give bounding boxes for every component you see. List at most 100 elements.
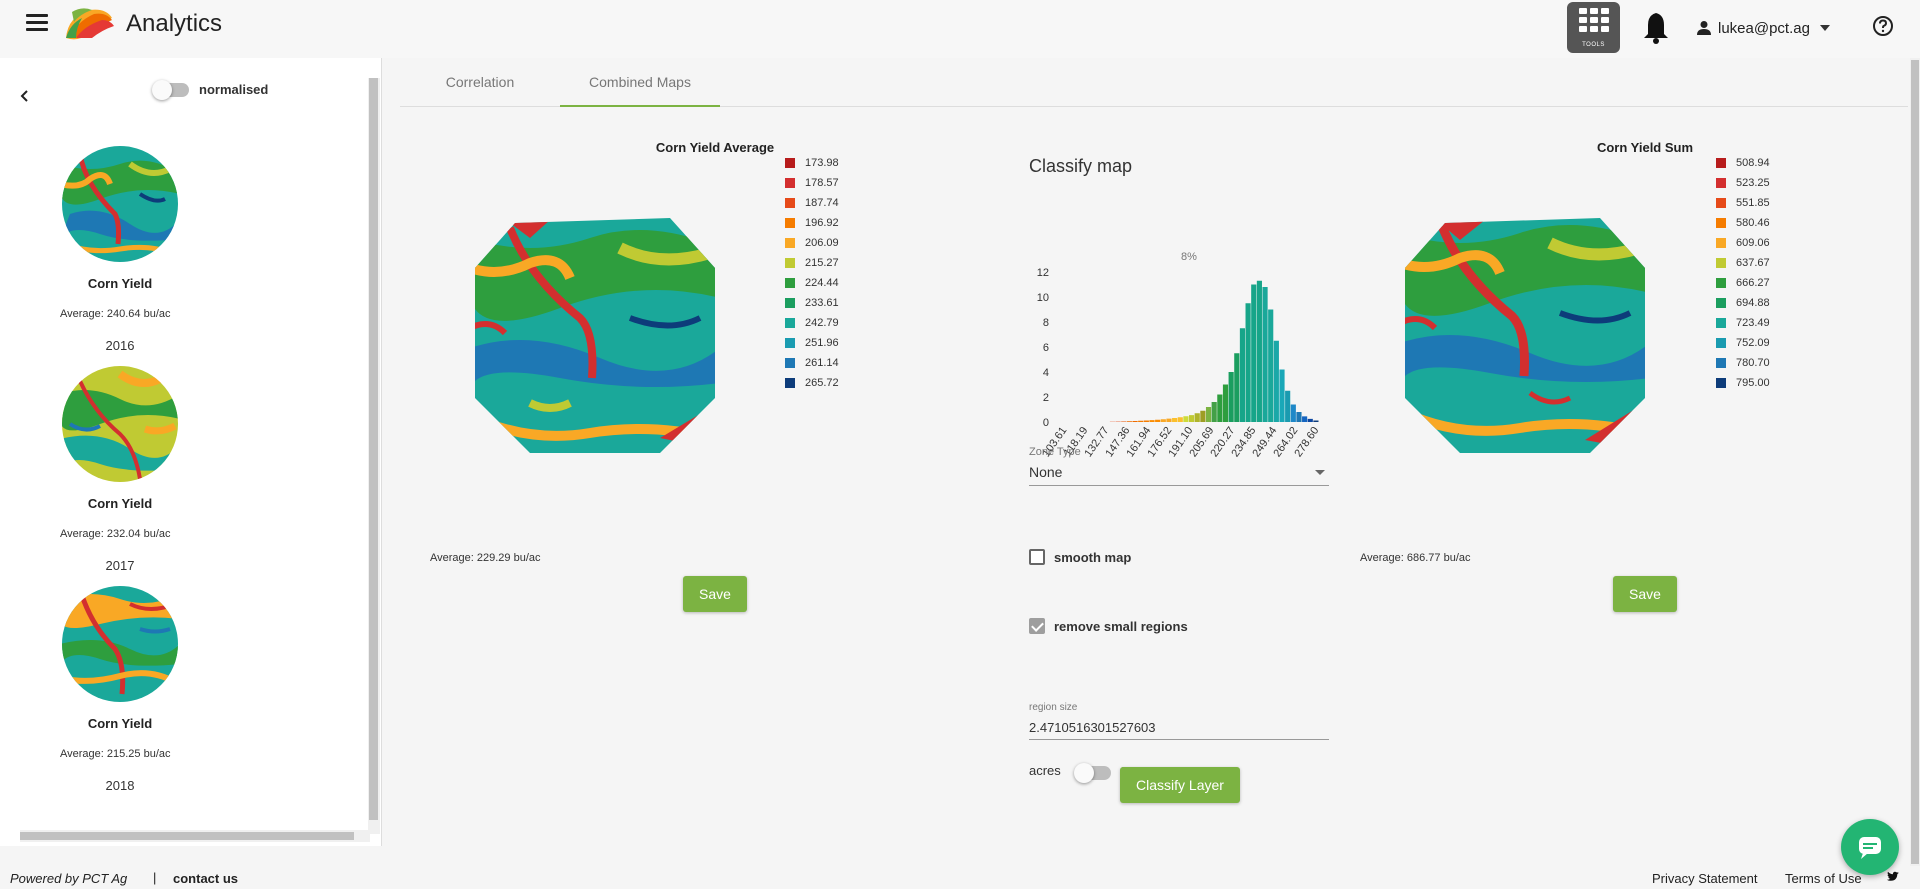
layers-sidebar: normalised Corn Yield Average: 240.64 bu… [0, 58, 382, 846]
histogram-bar [1160, 419, 1166, 422]
legend-swatch [1716, 298, 1726, 308]
user-menu[interactable]: lukea@pct.ag [1696, 17, 1830, 39]
legend-item: 187.74 [785, 193, 865, 213]
layer-title: Corn Yield [87, 276, 153, 291]
legend-swatch [785, 278, 795, 288]
chevron-down-icon [1819, 25, 1830, 31]
remove-small-regions-checkbox[interactable] [1029, 618, 1045, 634]
corn-yield-sum-map[interactable] [1400, 208, 1650, 458]
legend-value: 508.94 [1736, 157, 1770, 169]
histogram-bar [1149, 420, 1155, 422]
left-map-title: Corn Yield Average [655, 140, 775, 155]
powered-by-text: Powered by PCT Ag [10, 871, 128, 886]
histogram-bar [1279, 369, 1285, 422]
legend-swatch [1716, 178, 1726, 188]
layer-year: 2018 [105, 778, 135, 793]
legend-swatch [785, 178, 795, 188]
histogram-bar [1222, 384, 1229, 422]
legend-value: 694.88 [1736, 297, 1770, 309]
terms-of-use-link[interactable]: Terms of Use [1785, 871, 1862, 886]
legend-item: 752.09 [1716, 333, 1796, 353]
legend-value: 261.14 [805, 357, 839, 369]
legend-swatch [1716, 218, 1726, 228]
classify-layer-button[interactable]: Classify Layer [1120, 767, 1240, 803]
histogram-bar [1166, 418, 1172, 422]
y-tick-label: 0 [1043, 417, 1049, 429]
legend-item: 251.96 [785, 333, 865, 353]
legend-item: 261.14 [785, 353, 865, 373]
histogram-bar [1239, 328, 1246, 422]
legend-value: 580.46 [1736, 217, 1770, 229]
layer-card[interactable]: Corn Yield Average: 232.04 bu/ac 2017 [0, 364, 240, 584]
smooth-map-label: smooth map [1054, 550, 1132, 565]
legend-swatch [785, 358, 795, 368]
legend-item: 666.27 [1716, 273, 1796, 293]
twitter-icon[interactable] [1886, 870, 1900, 884]
save-left-map-button[interactable]: Save [683, 576, 747, 612]
histogram-bar [1205, 407, 1212, 422]
notification-bell-icon[interactable] [1641, 10, 1671, 46]
legend-value: 206.09 [805, 237, 839, 249]
footer: Powered by PCT Ag | contact us Privacy S… [0, 866, 1920, 889]
histogram-bar [1200, 410, 1206, 422]
acres-percent-toggle[interactable] [1074, 763, 1111, 783]
yield-map-thumbnail [60, 364, 180, 484]
yield-map-thumbnail [60, 144, 180, 264]
legend-item: 215.27 [785, 253, 865, 273]
tab-correlation[interactable]: Correlation [445, 74, 515, 90]
legend-value: 723.49 [1736, 317, 1770, 329]
legend-value: 187.74 [805, 197, 839, 209]
value-histogram-chart: 0246810128%103.61118.19132.77147.36161.9… [1037, 251, 1322, 459]
contact-us-link[interactable]: contact us [173, 871, 239, 886]
legend-item: 206.09 [785, 233, 865, 253]
layer-card[interactable]: Corn Yield Average: 240.64 bu/ac 2016 [0, 144, 240, 364]
right-map-title: Corn Yield Sum [1596, 140, 1694, 155]
legend-value: 551.85 [1736, 197, 1770, 209]
smooth-map-checkbox[interactable] [1029, 549, 1045, 565]
menu-icon[interactable] [26, 14, 48, 32]
tools-button[interactable]: TOOLS [1567, 2, 1620, 53]
legend-value: 752.09 [1736, 337, 1770, 349]
histogram-bar [1217, 394, 1223, 422]
region-size-input[interactable] [1029, 716, 1329, 740]
legend-value: 224.44 [805, 277, 839, 289]
legend-swatch [1716, 318, 1726, 328]
corn-yield-average-map[interactable] [470, 208, 720, 458]
chevron-left-icon[interactable] [17, 88, 33, 104]
histogram-bar [1234, 353, 1240, 422]
legend-swatch [785, 218, 795, 228]
app-title: Analytics [126, 10, 223, 37]
legend-swatch [785, 318, 795, 328]
y-tick-label: 8 [1043, 317, 1049, 329]
layer-average: Average: 215.25 bu/ac [60, 748, 171, 760]
histogram-bar [1228, 372, 1234, 422]
legend-swatch [1716, 378, 1726, 388]
histogram-bar [1256, 280, 1262, 422]
histogram-bar [1177, 417, 1183, 422]
legend-item: 637.67 [1716, 253, 1796, 273]
legend-item: 523.25 [1716, 173, 1796, 193]
histogram-bar [1290, 404, 1296, 422]
main-vertical-scrollbar[interactable] [1910, 58, 1920, 866]
zone-type-select[interactable]: None [1029, 460, 1329, 486]
tab-combined-maps[interactable]: Combined Maps [560, 58, 720, 107]
layer-card[interactable]: Corn Yield Average: 215.25 bu/ac 2018 [0, 584, 240, 804]
legend-item: 242.79 [785, 313, 865, 333]
sidebar-horizontal-scrollbar[interactable] [20, 830, 370, 842]
legend-item: 795.00 [1716, 373, 1796, 393]
normalised-toggle[interactable] [152, 80, 189, 100]
legend-item: 723.49 [1716, 313, 1796, 333]
chat-button[interactable] [1841, 819, 1899, 875]
privacy-statement-link[interactable]: Privacy Statement [1652, 871, 1758, 886]
legend-value: 780.70 [1736, 357, 1770, 369]
save-right-map-button[interactable]: Save [1613, 576, 1677, 612]
legend-value: 609.06 [1736, 237, 1770, 249]
sidebar-vertical-scrollbar[interactable] [368, 78, 380, 834]
right-map-legend: 508.94 523.25 551.85 580.46 609.06 637.67 666.… [1716, 153, 1796, 393]
help-icon[interactable] [1872, 15, 1894, 37]
legend-item: 233.61 [785, 293, 865, 313]
legend-swatch [1716, 258, 1726, 268]
region-size-label: region size [1029, 702, 1078, 713]
legend-value: 265.72 [805, 377, 839, 389]
histogram-bar [1302, 416, 1308, 422]
